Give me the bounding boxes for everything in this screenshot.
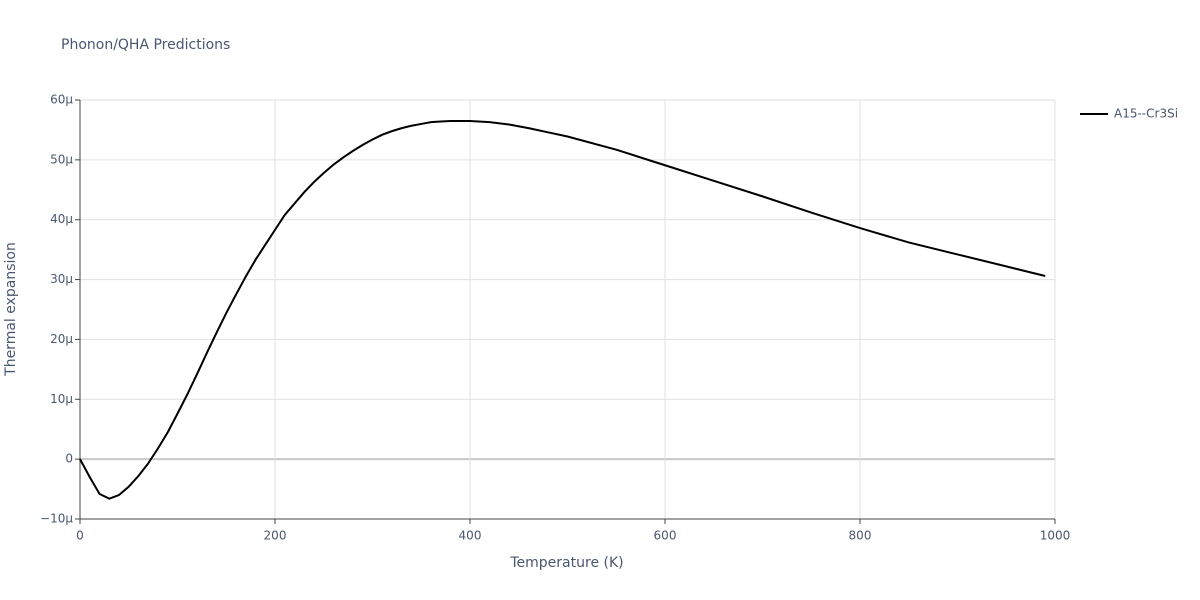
y-tick-label: 30μ — [50, 272, 73, 286]
y-tick-label: −10μ — [40, 512, 73, 526]
x-tick-label: 0 — [76, 529, 84, 543]
y-tick-label: 20μ — [50, 332, 73, 346]
x-tick-label: 800 — [849, 529, 872, 543]
y-tick-label: 60μ — [50, 93, 73, 107]
data-line — [79, 119, 1046, 500]
y-tick-label: 10μ — [50, 392, 73, 406]
chart-title: Phonon/QHA Predictions — [61, 37, 230, 53]
legend-label: A15--Cr3Si — [1114, 107, 1178, 121]
y-tick-label: 0 — [65, 452, 73, 466]
y-tick-label: 50μ — [50, 152, 73, 166]
x-tick-label: 200 — [264, 529, 287, 543]
x-axis-title: Temperature (K) — [509, 555, 623, 571]
x-tick-label: 400 — [459, 529, 482, 543]
y-tick-label: 40μ — [50, 212, 73, 226]
y-axis-title: Thermal expansion — [3, 242, 19, 377]
x-tick-label: 600 — [654, 529, 677, 543]
x-tick-label: 1000 — [1040, 529, 1071, 543]
